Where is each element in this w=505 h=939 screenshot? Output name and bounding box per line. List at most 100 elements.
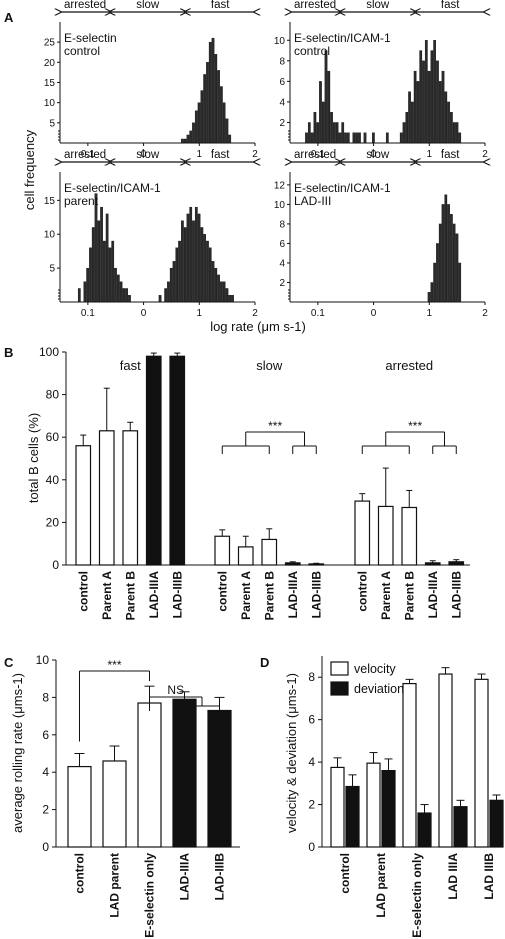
y-tick-label: 20 [46,515,60,529]
histogram-bar [341,122,345,144]
bar-fast-LAD-IIIA [145,355,162,566]
y-tick-label: 12 [274,180,286,191]
histogram-bar [450,214,453,303]
histogram-bar [122,288,126,303]
panel-a-ylabel: cell frequency [22,129,37,210]
x-tick-label: 1 [197,149,203,160]
bar-deviation-control [345,785,360,848]
histogram-bar [441,204,445,303]
histogram-bar [441,70,445,144]
y-tick-label: 60 [46,430,60,444]
histogram-bar [447,204,450,303]
x-category-label: LAD-IIIA [178,853,192,901]
histogram-bar [333,122,336,144]
x-category-label: Parent A [239,571,253,620]
histogram-bar [458,262,462,303]
range-label-arrested: arrested [294,0,336,11]
group-label-arrested: arrested [385,358,433,373]
histogram-bar [189,130,193,144]
x-category-label: LAD parent [108,853,122,918]
histogram-bar [77,288,81,303]
y-tick-label: 8 [279,56,285,67]
panel-a-xlabel: log rate (μm s-1) [210,319,306,334]
histogram-bar [220,86,223,144]
bar-slow-Parent A [237,546,254,566]
histogram-bar [167,281,170,303]
range-label-slow: slow [136,0,160,11]
histogram-bar [327,70,331,144]
histogram-bar [385,132,389,144]
y-tick-label: 0 [308,840,315,854]
histogram-bar [413,70,417,144]
histogram-bar [194,110,198,144]
x-category-label: control [73,853,87,894]
histogram-subtitle: parent [64,194,99,208]
x-tick-label: 0 [141,149,147,160]
x-tick-label: 0.1 [311,149,325,160]
bar-velocity-LAD parent [366,762,381,848]
y-tick-label: 6 [42,728,49,742]
x-tick-label: 0.1 [311,308,325,319]
histogram-subtitle: E-selectin/ICAM-1 [294,31,391,45]
x-category-label: LAD-IIIA [286,571,300,619]
histogram-bar [399,132,403,144]
x-category-label: Parent B [262,571,276,621]
y-tick-label: 5 [49,118,55,129]
bar-E-selectin only [137,702,162,848]
histogram-subtitle: E-selectin/ICAM-1 [64,181,161,195]
histogram-bar [372,132,375,144]
range-label-fast: fast [211,0,230,11]
y-tick-label: 10 [44,98,56,109]
histogram-bar [335,122,339,144]
x-tick-label: 2 [252,149,258,160]
bar-velocity-E-selectin only [402,682,417,848]
panel-label-c: C [4,655,14,670]
histogram-bar [444,194,448,303]
histogram-bar [206,62,209,144]
x-category-label: LAD IIIA [446,853,460,900]
histogram-bar [83,281,87,303]
histogram-bar [455,122,459,144]
panel-d-bar-chart: 0 2 4 6 8 velocity & deviation (μms-1) velocit… [284,656,504,938]
histogram-bar [181,220,184,303]
bar-velocity-control [330,766,345,848]
histogram-bar [86,267,90,303]
x-category-label: Parent B [123,571,137,621]
histogram-bar [164,288,167,303]
histogram-bar [433,262,437,303]
histogram-bar [402,122,406,144]
legend-swatch-velocity [330,661,349,676]
y-tick-label: 20 [44,58,56,69]
histogram-bar [211,37,215,144]
x-tick-label: 0.1 [81,149,95,160]
panel-b-ylabel: total B cells (%) [26,413,41,503]
histogram-bar [355,132,359,144]
x-category-label: LAD-IIIA [426,571,440,619]
range-label-slow: slow [366,149,390,161]
histogram-bar [321,101,325,144]
histogram-bar [416,81,420,144]
histogram-bar [200,227,204,303]
bar-slow-Parent B [261,538,278,566]
histogram-subtitle: control [294,44,330,58]
histogram-bar [363,132,367,144]
x-category-label: Parent A [379,571,393,620]
histogram-subtitle: LAD-III [294,194,331,208]
panel-label-d: D [260,655,269,670]
sig-stars: *** [408,419,422,433]
panel-c-bar-chart: 0 2 4 6 8 10 average rolling rate (μms-1) contr… [10,653,240,938]
histogram-bar [203,234,206,303]
y-tick-label: 8 [308,670,315,684]
histogram-1: arrested slow fast 5 10 15 20 25 0.1 0 1 2 E-selecti… [44,0,258,160]
x-tick-label: 0 [371,308,377,319]
x-category-label: LAD parent [374,853,388,918]
x-category-label: LAD-IIIB [170,571,184,619]
panel-d-ylabel: velocity & deviation (μms-1) [284,673,299,833]
range-label-fast: fast [211,149,230,161]
histogram-bar [214,54,218,144]
histogram-bar [458,132,462,144]
histogram-bar [119,281,123,303]
range-label-arrested: arrested [64,149,106,161]
x-category-label: E-selectin only [143,853,157,938]
